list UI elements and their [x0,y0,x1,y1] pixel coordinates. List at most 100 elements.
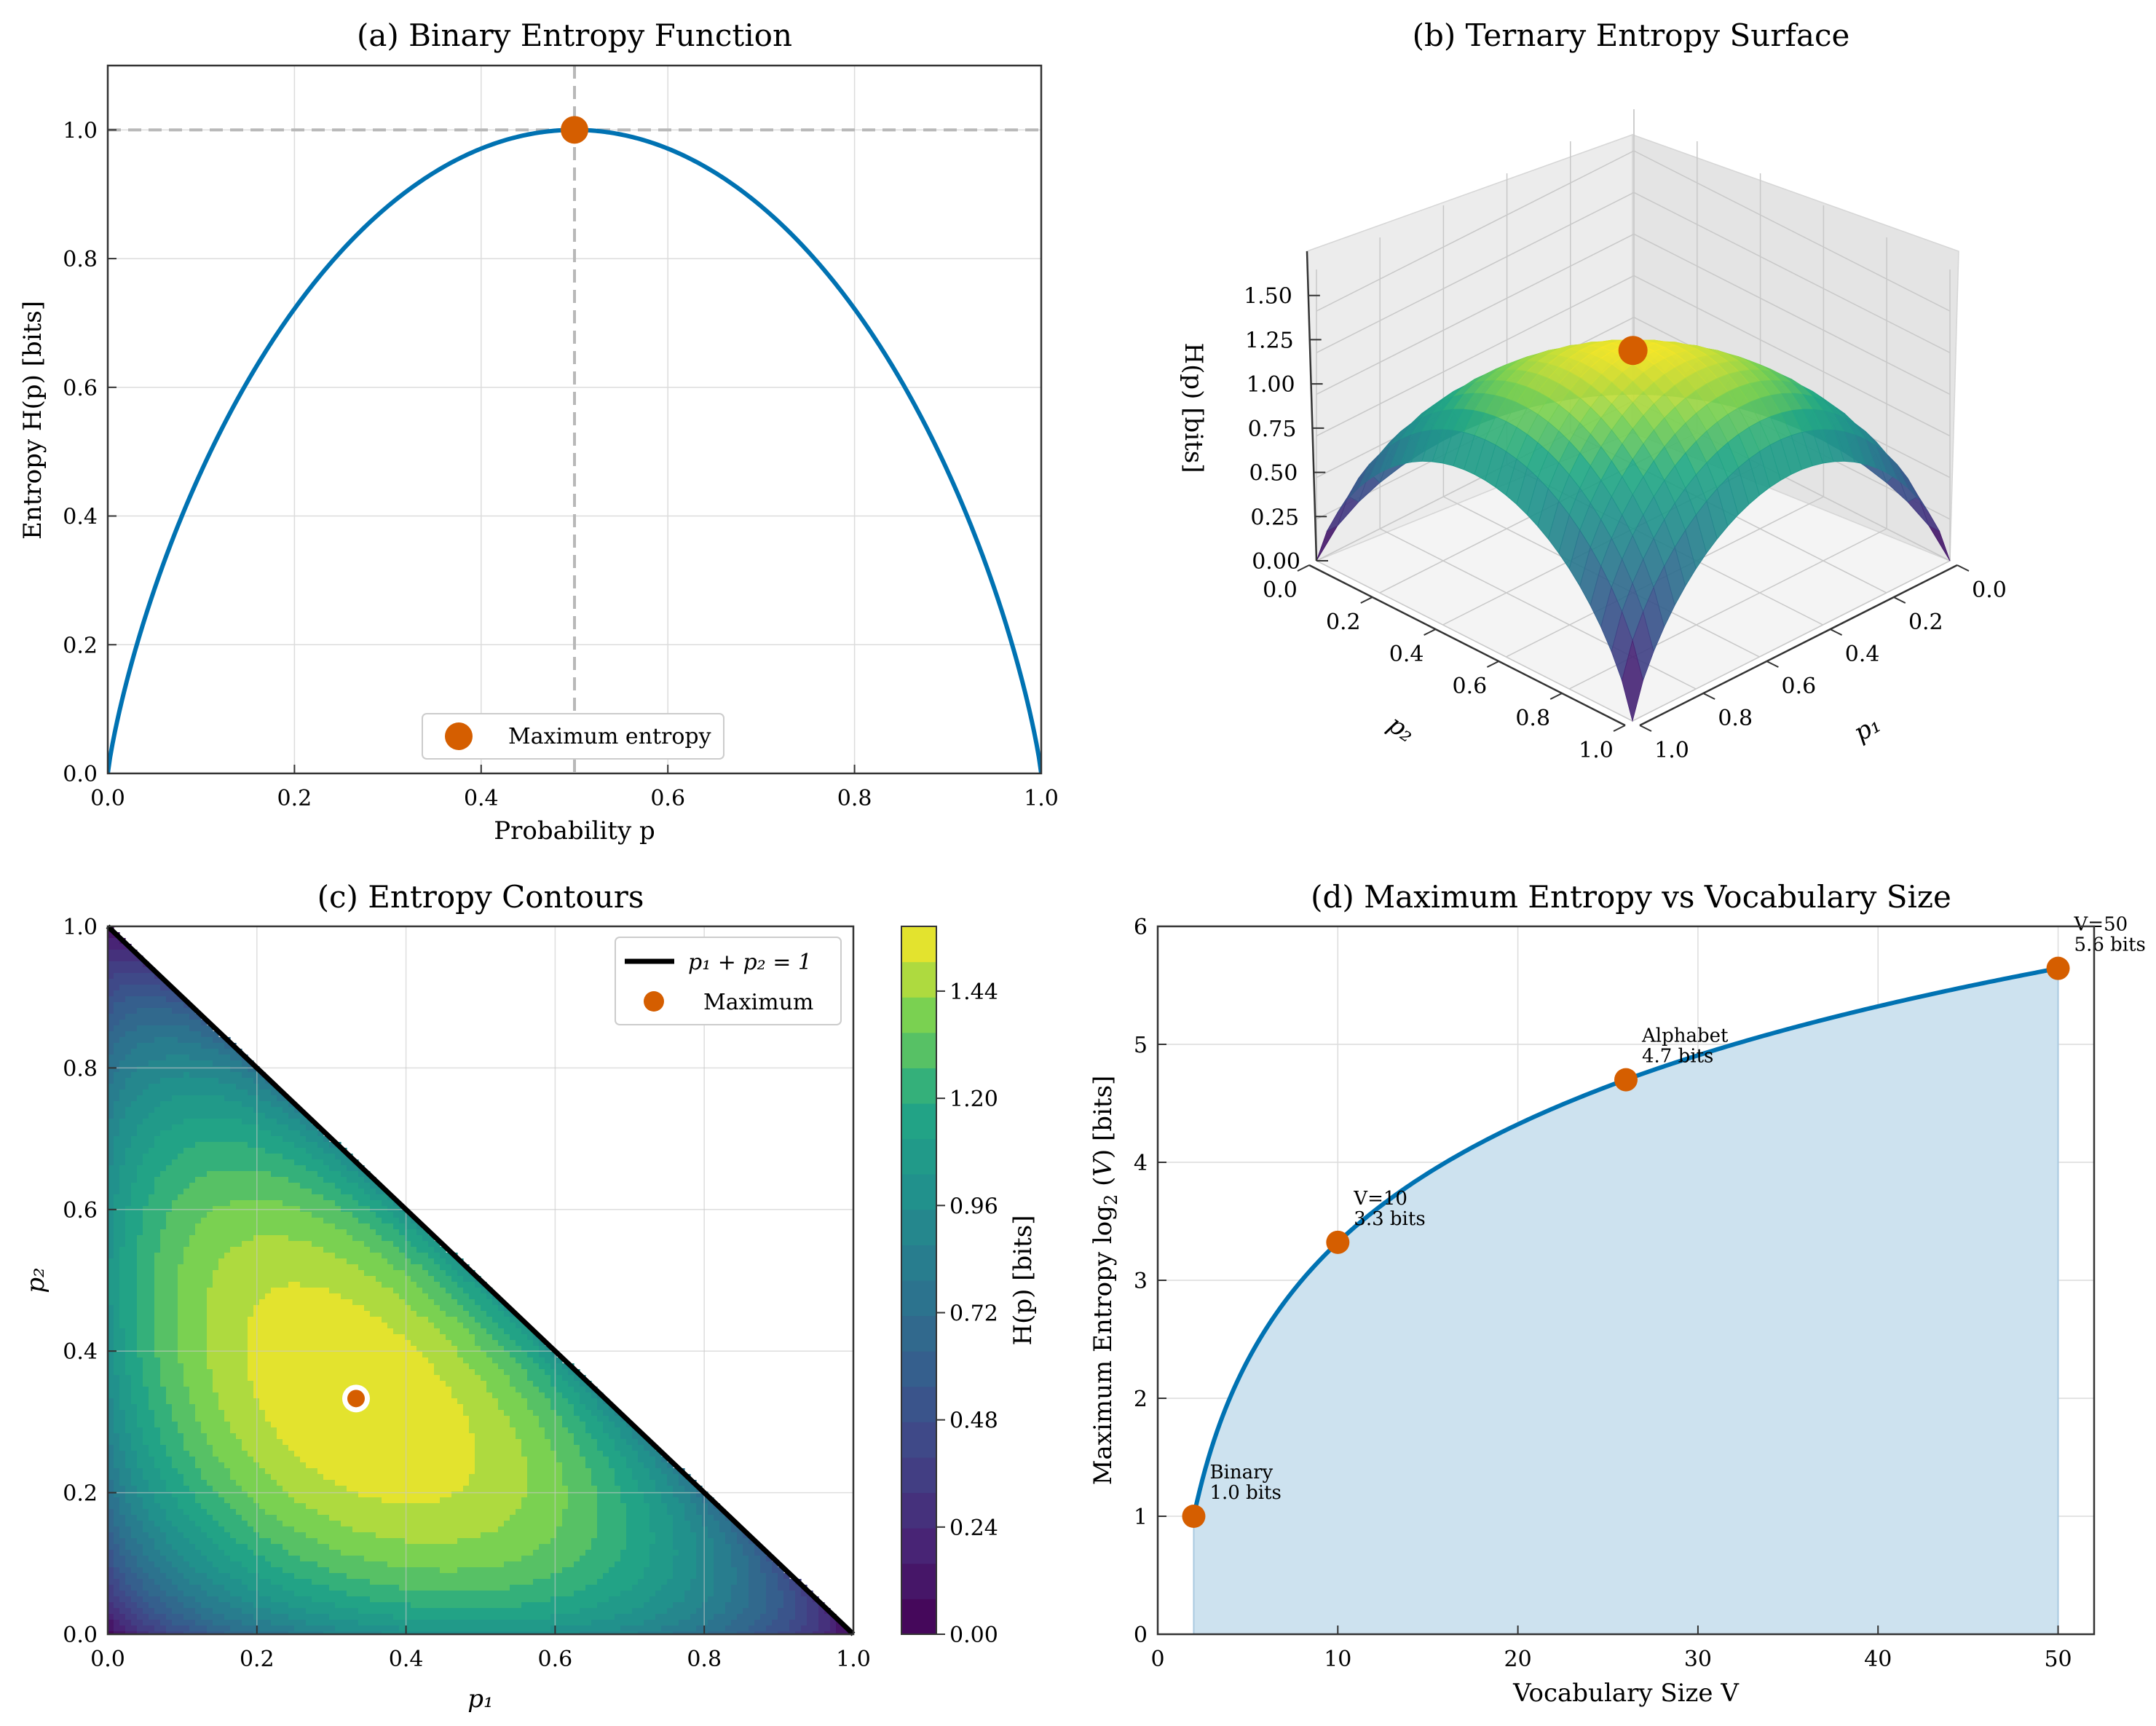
panel-c-contour-cell [306,1148,312,1154]
panel-c-contour-cell [248,1340,254,1347]
panel-c-contour-cell [195,1270,202,1277]
panel-c-contour-cell [300,1451,307,1457]
panel-c-contour-cell [352,1200,359,1207]
panel-c-contour-cell [405,1427,411,1434]
panel-c-contour-cell [108,1177,114,1183]
panel-c-contour-cell [312,1410,318,1416]
panel-c-contour-cell [154,1043,161,1049]
panel-c-contour-cell [172,1282,178,1288]
panel-c-contour-cell [364,1340,371,1347]
panel-c-contour-cell [160,1346,167,1352]
panel-c-contour-cell [294,1451,301,1457]
panel-c-contour-cell [242,1154,248,1160]
panel-c-contour-cell [527,1404,534,1411]
panel-c-contour-cell [242,1258,248,1265]
panel-c-contour-cell [178,1323,184,1329]
panel-c-contour-cell [248,1066,254,1073]
panel-c-contour-cell [422,1346,429,1352]
panel-c-contour-cell [317,1165,324,1172]
panel-c-contour-cell [317,1323,324,1329]
panel-c-contour-cell [172,1043,178,1049]
panel-c-contour-cell [457,1311,464,1317]
panel-c-contour-cell [358,1189,365,1195]
panel-c-contour-cell [114,1299,120,1306]
panel-c-contour-cell [364,1253,371,1259]
panel-c-contour-cell [242,1247,248,1253]
panel-c-contour-cell [277,1323,283,1329]
panel-c-contour-cell [143,1398,149,1405]
panel-c-contour-cell [201,1264,208,1271]
panel-c-contour-cell [183,1439,190,1446]
panel-c-contour-cell [114,1451,120,1457]
panel-c-contour-cell [312,1363,318,1370]
panel-c-contour-cell [364,1445,371,1451]
panel-c-contour-cell [568,1387,574,1393]
panel-c-contour-cell [265,1427,272,1434]
panel-c-contour-cell [230,1288,237,1294]
panel-c-contour-cell [341,1404,347,1411]
panel-c-contour-cell [224,1154,231,1160]
panel-c-contour-cell [475,1357,481,1364]
panel-c-contour-cell [492,1340,499,1347]
panel-c-contour-cell [143,1089,149,1096]
panel-c-contour-cell [149,1398,155,1405]
panel-c-contour-cell [149,1369,155,1376]
panel-c-contour-cell [149,1194,155,1201]
panel-c-contour-cell [434,1416,441,1422]
panel-c-contour-cell [160,1084,167,1090]
panel-c-contour-cell [195,1095,202,1102]
panel-c-contour-cell [230,1189,237,1195]
panel-c-contour-cell [125,961,132,968]
panel-c-contour-cell [539,1433,545,1440]
panel-c-contour-cell [393,1247,400,1253]
panel-c-contour-cell [154,1095,161,1102]
panel-c-contour-cell [312,1433,318,1440]
panel-c-contour-cell [119,1253,126,1259]
panel-c-contour-cell [463,1276,470,1282]
panel-c-contour-cell [463,1416,470,1422]
panel-c-contour-cell [108,1270,114,1277]
panel-c-contour-cell [108,1445,114,1451]
panel-c-contour-cell [620,1451,627,1457]
panel-a-xtick-label: 0.4 [464,786,499,811]
panel-c-contour-cell [416,1328,423,1335]
panel-c-contour-cell [172,1008,178,1014]
panel-c-contour-cell [294,1119,301,1125]
panel-c-contour-cell [504,1410,510,1416]
panel-c-contour-cell [283,1317,289,1323]
panel-c-contour-cell [143,1194,149,1201]
panel-c-contour-cell [335,1375,341,1382]
panel-c-contour-cell [312,1375,318,1382]
panel-c-contour-cell [178,1241,184,1248]
panel-c-contour-cell [498,1451,505,1457]
panel-c-contour-cell [154,996,161,1003]
panel-c-contour-cell [376,1404,382,1411]
panel-c-contour-cell [434,1311,441,1317]
panel-c-contour-cell [358,1241,365,1248]
panel-c-contour-cell [533,1445,540,1451]
panel-c-contour-cell [230,1084,237,1090]
panel-c-contour-cell [172,1089,178,1096]
panel-c-contour-cell [119,1381,126,1387]
panel-b-p1-tick [1830,628,1843,636]
panel-c-contour-cell [213,1334,219,1341]
panel-c-contour-cell [492,1375,499,1382]
panel-c-contour-cell [149,1049,155,1055]
panel-c-contour-cell [230,1253,237,1259]
panel-c-contour-cell [358,1305,365,1312]
panel-c-contour-cell [399,1398,406,1405]
panel-c-contour-cell [393,1253,400,1259]
panel-c-contour-cell [218,1113,225,1119]
panel-c-contour-cell [317,1235,324,1242]
panel-c-contour-cell [597,1416,604,1422]
panel-c-contour-cell [218,1060,225,1067]
panel-c-contour-cell [457,1323,464,1329]
panel-c-contour-cell [265,1084,272,1090]
panel-c-contour-cell [335,1159,341,1166]
panel-c-contour-cell [294,1328,301,1335]
panel-c-contour-cell [259,1165,266,1172]
panel-c-contour-cell [166,1404,173,1411]
panel-c-contour-cell [498,1381,505,1387]
panel-c-contour-cell [259,1387,266,1393]
panel-c-contour-cell [172,1270,178,1277]
